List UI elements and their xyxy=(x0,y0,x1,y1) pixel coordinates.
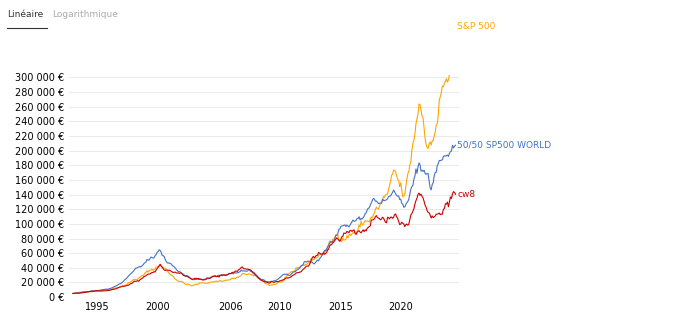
Text: S&P 500: S&P 500 xyxy=(457,22,495,31)
Text: Linéaire: Linéaire xyxy=(7,10,43,19)
Text: cw8: cw8 xyxy=(457,190,475,199)
Text: Logarithmique: Logarithmique xyxy=(52,10,117,19)
Text: 50/50 SP500 WORLD: 50/50 SP500 WORLD xyxy=(457,141,551,150)
